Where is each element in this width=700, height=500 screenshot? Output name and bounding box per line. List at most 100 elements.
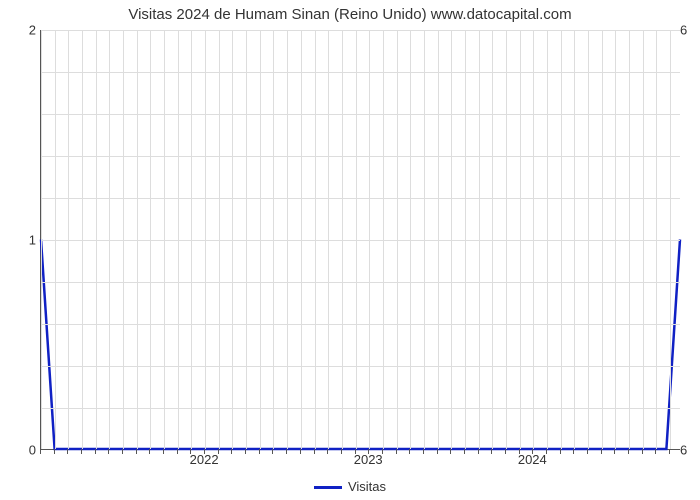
x-tick-minor: [95, 449, 96, 454]
grid-v-minor: [397, 30, 398, 449]
legend: Visitas: [0, 479, 700, 494]
grid-v-minor: [328, 30, 329, 449]
grid-v-minor: [219, 30, 220, 449]
grid-v-minor: [574, 30, 575, 449]
x-tick-minor: [642, 449, 643, 454]
grid-v-minor: [383, 30, 384, 449]
x-tick-minor: [231, 449, 232, 454]
grid-v-minor: [643, 30, 644, 449]
grid-v-minor: [301, 30, 302, 449]
x-tick-minor: [54, 449, 55, 454]
x-tick-minor: [259, 449, 260, 454]
grid-v-minor: [260, 30, 261, 449]
x-tick-minor: [573, 449, 574, 454]
x-tick-label: 2023: [354, 452, 383, 467]
grid-v-minor: [246, 30, 247, 449]
x-tick-minor: [437, 449, 438, 454]
y2-tick-label: 6: [680, 443, 696, 458]
x-tick-minor: [190, 449, 191, 454]
x-tick-minor: [669, 449, 670, 454]
y2-tick-label: 6: [680, 23, 696, 38]
x-tick-minor: [587, 449, 588, 454]
grid-v-minor: [137, 30, 138, 449]
grid-v-minor: [424, 30, 425, 449]
grid-v-minor: [656, 30, 657, 449]
grid-v-minor: [164, 30, 165, 449]
x-tick-minor: [382, 449, 383, 454]
x-tick-minor: [327, 449, 328, 454]
grid-v-minor: [273, 30, 274, 449]
x-tick-minor: [341, 449, 342, 454]
x-tick-minor: [40, 449, 41, 454]
x-tick-minor: [409, 449, 410, 454]
y-tick-label: 2: [0, 23, 36, 38]
x-tick-minor: [491, 449, 492, 454]
x-tick-minor: [149, 449, 150, 454]
grid-v-minor: [492, 30, 493, 449]
grid-v-minor: [670, 30, 671, 449]
x-tick-minor: [67, 449, 68, 454]
visits-line-chart: Visitas 2024 de Humam Sinan (Reino Unido…: [0, 0, 700, 500]
grid-v-minor: [547, 30, 548, 449]
x-tick-minor: [614, 449, 615, 454]
x-tick-minor: [136, 449, 137, 454]
grid-v-minor: [588, 30, 589, 449]
grid-v-minor: [438, 30, 439, 449]
x-tick-minor: [601, 449, 602, 454]
grid-v-minor: [342, 30, 343, 449]
x-tick-minor: [218, 449, 219, 454]
grid-v: [533, 30, 534, 449]
x-tick-minor: [532, 449, 533, 454]
x-tick-minor: [108, 449, 109, 454]
grid-v-minor: [561, 30, 562, 449]
x-tick-minor: [177, 449, 178, 454]
grid-v-minor: [55, 30, 56, 449]
x-tick-label: 2022: [190, 452, 219, 467]
x-tick-minor: [628, 449, 629, 454]
grid-v-minor: [479, 30, 480, 449]
grid-v-minor: [68, 30, 69, 449]
x-tick-minor: [314, 449, 315, 454]
x-tick-minor: [204, 449, 205, 454]
grid-v-minor: [315, 30, 316, 449]
grid-v-minor: [123, 30, 124, 449]
grid-v-minor: [178, 30, 179, 449]
x-tick-minor: [655, 449, 656, 454]
x-tick-minor: [368, 449, 369, 454]
grid-v-minor: [82, 30, 83, 449]
x-tick-minor: [464, 449, 465, 454]
grid-v-minor: [232, 30, 233, 449]
x-tick-label: 2024: [518, 452, 547, 467]
x-tick-minor: [300, 449, 301, 454]
grid-v-minor: [506, 30, 507, 449]
grid-v-minor: [465, 30, 466, 449]
x-tick-minor: [396, 449, 397, 454]
grid-v-minor: [602, 30, 603, 449]
plot-area: [40, 30, 680, 450]
x-tick-minor: [478, 449, 479, 454]
x-tick-minor: [122, 449, 123, 454]
x-tick-minor: [272, 449, 273, 454]
x-tick-minor: [286, 449, 287, 454]
grid-v-minor: [96, 30, 97, 449]
grid-v-minor: [191, 30, 192, 449]
x-tick-minor: [163, 449, 164, 454]
grid-v-minor: [150, 30, 151, 449]
grid-v-minor: [451, 30, 452, 449]
y-tick-label: 1: [0, 233, 36, 248]
grid-v-minor: [356, 30, 357, 449]
grid-v-minor: [520, 30, 521, 449]
grid-v-minor: [109, 30, 110, 449]
x-tick-minor: [245, 449, 246, 454]
x-tick-minor: [546, 449, 547, 454]
x-tick-minor: [450, 449, 451, 454]
y-tick-label: 0: [0, 443, 36, 458]
x-tick-minor: [519, 449, 520, 454]
grid-v-minor: [41, 30, 42, 449]
x-tick-minor: [505, 449, 506, 454]
grid-v-minor: [629, 30, 630, 449]
grid-v-minor: [615, 30, 616, 449]
grid-v: [369, 30, 370, 449]
grid-v: [205, 30, 206, 449]
grid-v-minor: [410, 30, 411, 449]
